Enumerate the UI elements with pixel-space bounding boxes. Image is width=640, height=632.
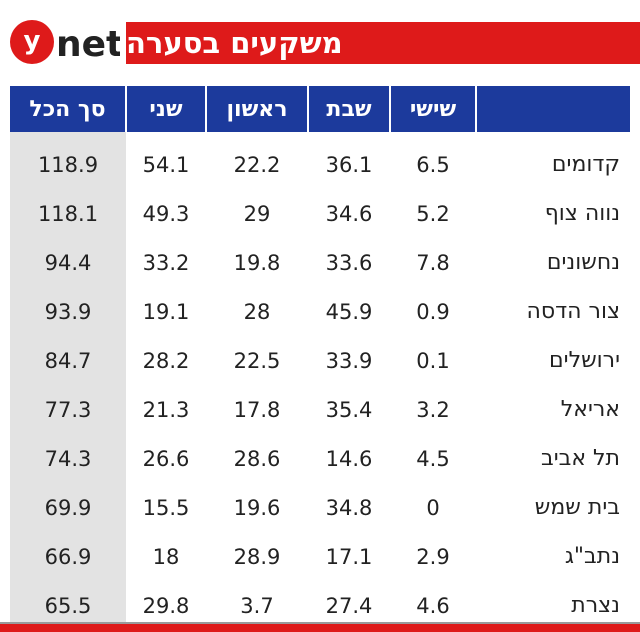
cell-monday: 33.2	[142, 250, 190, 275]
cell-sunday: 19.6	[233, 495, 281, 520]
cell-monday: 29.8	[142, 593, 190, 618]
cell-total: 84.7	[10, 336, 126, 385]
spacer-cell	[206, 132, 308, 140]
cell-location: נחשונים	[546, 250, 620, 275]
table-row: 118.9 54.1 22.2 36.1 6.5 קדומים	[10, 140, 630, 189]
logo-net-text: net	[56, 24, 120, 65]
ynet-logo[interactable]: y net	[8, 18, 120, 66]
cell-saturday: 14.6	[325, 446, 373, 471]
rainfall-table: סך הכל שני ראשון שבת שישי 118.9 54.1 22.…	[10, 86, 630, 630]
cell-monday: 15.5	[142, 495, 190, 520]
header-total: סך הכל	[10, 86, 126, 132]
cell-sunday: 22.2	[233, 152, 281, 177]
table-row: 65.5 29.8 3.7 27.4 4.6 נצרת	[10, 581, 630, 630]
header-monday: שני	[125, 86, 206, 132]
table-header-row: סך הכל שני ראשון שבת שישי	[10, 86, 630, 132]
cell-location: תל אביב	[540, 446, 620, 471]
spacer-cell	[390, 132, 476, 140]
cell-total: 74.3	[10, 434, 126, 483]
spacer-cell	[10, 132, 126, 140]
cell-friday: 0	[426, 495, 440, 520]
cell-monday: 18	[152, 544, 180, 569]
cell-friday: 3.2	[416, 397, 450, 422]
cell-saturday: 36.1	[325, 152, 373, 177]
cell-location: קדומים	[551, 152, 620, 177]
table-row: 69.9 15.5 19.6 34.8 0 בית שמש	[10, 483, 630, 532]
cell-monday: 54.1	[142, 152, 190, 177]
cell-friday: 4.5	[416, 446, 450, 471]
cell-monday: 26.6	[142, 446, 190, 471]
cell-sunday: 29	[243, 201, 271, 226]
table-row: 94.4 33.2 19.8 33.6 7.8 נחשונים	[10, 238, 630, 287]
cell-location: נצרת	[571, 593, 620, 618]
cell-sunday: 28.6	[233, 446, 281, 471]
table-row: 93.9 19.1 28 45.9 0.9 צור הדסה	[10, 287, 630, 336]
cell-location: ירושלים	[549, 348, 620, 373]
table-row: 66.9 18 28.9 17.1 2.9 נתב"ג	[10, 532, 630, 581]
cell-monday: 19.1	[142, 299, 190, 324]
cell-sunday: 28.9	[233, 544, 281, 569]
cell-monday: 28.2	[142, 348, 190, 373]
header-friday: שישי	[389, 86, 476, 132]
cell-saturday: 17.1	[325, 544, 373, 569]
spacer-cell	[308, 132, 390, 140]
footer-divider	[0, 622, 640, 624]
cell-saturday: 35.4	[325, 397, 373, 422]
ynet-logo-icon: y net	[10, 20, 120, 65]
cell-total: 94.4	[10, 238, 126, 287]
cell-friday: 7.8	[416, 250, 450, 275]
spacer-cell	[476, 132, 630, 140]
logo-y-letter: y	[24, 26, 41, 56]
cell-location: נתב"ג	[564, 544, 620, 569]
cell-sunday: 19.8	[233, 250, 281, 275]
cell-friday: 6.5	[416, 152, 450, 177]
cell-sunday: 3.7	[240, 593, 274, 618]
cell-sunday: 28	[243, 299, 271, 324]
cell-saturday: 34.8	[325, 495, 373, 520]
cell-friday: 0.1	[416, 348, 450, 373]
header-sunday: ראשון	[205, 86, 308, 132]
footer-bar	[0, 624, 640, 632]
cell-location: בית שמש	[534, 495, 620, 520]
table-row: 118.1 49.3 29 34.6 5.2 נווה צוף	[10, 189, 630, 238]
cell-saturday: 33.9	[325, 348, 373, 373]
cell-friday: 4.6	[416, 593, 450, 618]
cell-saturday: 27.4	[325, 593, 373, 618]
page-title: משקעים בסערה	[126, 26, 343, 60]
header-location	[475, 86, 630, 132]
cell-total: 66.9	[10, 532, 126, 581]
spacer-cell	[126, 132, 206, 140]
cell-location: צור הדסה	[526, 299, 621, 324]
cell-friday: 2.9	[416, 544, 450, 569]
table-row: 74.3 26.6 28.6 14.6 4.5 תל אביב	[10, 434, 630, 483]
cell-saturday: 34.6	[325, 201, 373, 226]
table-row: 77.3 21.3 17.8 35.4 3.2 אריאל	[10, 385, 630, 434]
cell-monday: 49.3	[142, 201, 190, 226]
title-banner: משקעים בסערה	[126, 22, 640, 64]
cell-location: אריאל	[560, 397, 620, 422]
header-saturday: שבת	[307, 86, 390, 132]
cell-total: 65.5	[10, 581, 126, 630]
cell-friday: 0.9	[416, 299, 450, 324]
cell-friday: 5.2	[416, 201, 450, 226]
cell-location: נווה צוף	[544, 201, 620, 226]
cell-sunday: 22.5	[233, 348, 281, 373]
cell-sunday: 17.8	[233, 397, 281, 422]
cell-total: 69.9	[10, 483, 126, 532]
cell-saturday: 33.6	[325, 250, 373, 275]
table-row: 84.7 28.2 22.5 33.9 0.1 ירושלים	[10, 336, 630, 385]
cell-total: 118.1	[10, 189, 126, 238]
cell-saturday: 45.9	[325, 299, 373, 324]
spacer-row	[10, 132, 630, 140]
cell-total: 77.3	[10, 385, 126, 434]
cell-total: 118.9	[10, 140, 126, 189]
cell-total: 93.9	[10, 287, 126, 336]
cell-monday: 21.3	[142, 397, 190, 422]
